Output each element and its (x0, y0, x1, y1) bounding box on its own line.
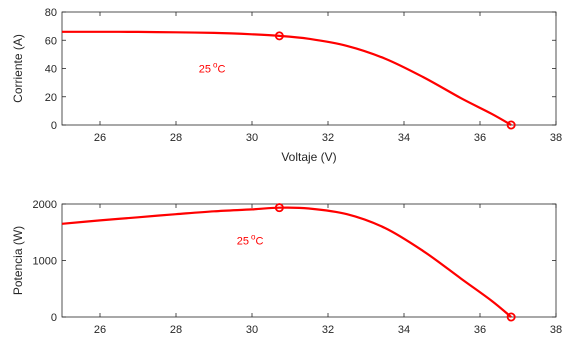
annotation-value: 25 (237, 236, 249, 248)
annotation-degree: o (213, 61, 218, 70)
y-tick-label: 60 (45, 35, 57, 47)
y-tick-label: 2000 (33, 199, 57, 211)
x-tick-label: 28 (170, 324, 182, 336)
plot-frame (61, 203, 557, 318)
y-tick-label: 0 (51, 312, 57, 324)
temperature-annotation: 25 oC (237, 233, 264, 248)
y-axis-label: Potencia (W) (11, 226, 25, 295)
temperature-annotation: 25 oC (199, 61, 226, 76)
annotation-value: 25 (199, 64, 211, 76)
y-tick-label: 40 (45, 64, 57, 76)
annotation-unit: C (256, 236, 264, 248)
x-tick-label: 30 (246, 132, 258, 144)
data-point-marker (274, 203, 284, 213)
x-tick-label: 38 (550, 324, 562, 336)
x-tick-label: 38 (550, 132, 562, 144)
y-tick-label: 0 (51, 120, 57, 132)
y-tick-label: 20 (45, 92, 57, 104)
annotation-unit: C (218, 64, 226, 76)
y-axis-label: Corriente (A) (11, 34, 25, 103)
data-point-marker (506, 120, 516, 130)
x-tick-label: 34 (398, 132, 410, 144)
plot-frame (61, 11, 557, 126)
x-axis-label: Voltaje (V) (281, 150, 336, 164)
series-line (61, 30, 512, 126)
x-tick-label: 26 (94, 132, 106, 144)
y-tick-label: 80 (45, 7, 57, 19)
x-tick-label: 28 (170, 132, 182, 144)
current-voltage-plot: 26 28 30 32 34 36 38 0 20 40 60 80 Voltaje (V) Corrie… (11, 7, 562, 164)
x-tick-label: 30 (246, 324, 258, 336)
series-line (61, 206, 512, 318)
x-tick-label: 26 (94, 324, 106, 336)
x-tick-label: 32 (322, 132, 334, 144)
x-tick-label: 32 (322, 324, 334, 336)
x-tick-label: 36 (474, 324, 486, 336)
power-voltage-plot: 26 28 30 32 34 36 38 0 1000 2000 Potencia (W) 25 oC (11, 199, 562, 336)
data-point-marker (274, 31, 284, 41)
x-tick-label: 34 (398, 324, 410, 336)
x-tick-label: 36 (474, 132, 486, 144)
annotation-degree: o (251, 233, 256, 242)
data-point-marker (506, 312, 516, 322)
y-tick-label: 1000 (33, 256, 57, 268)
